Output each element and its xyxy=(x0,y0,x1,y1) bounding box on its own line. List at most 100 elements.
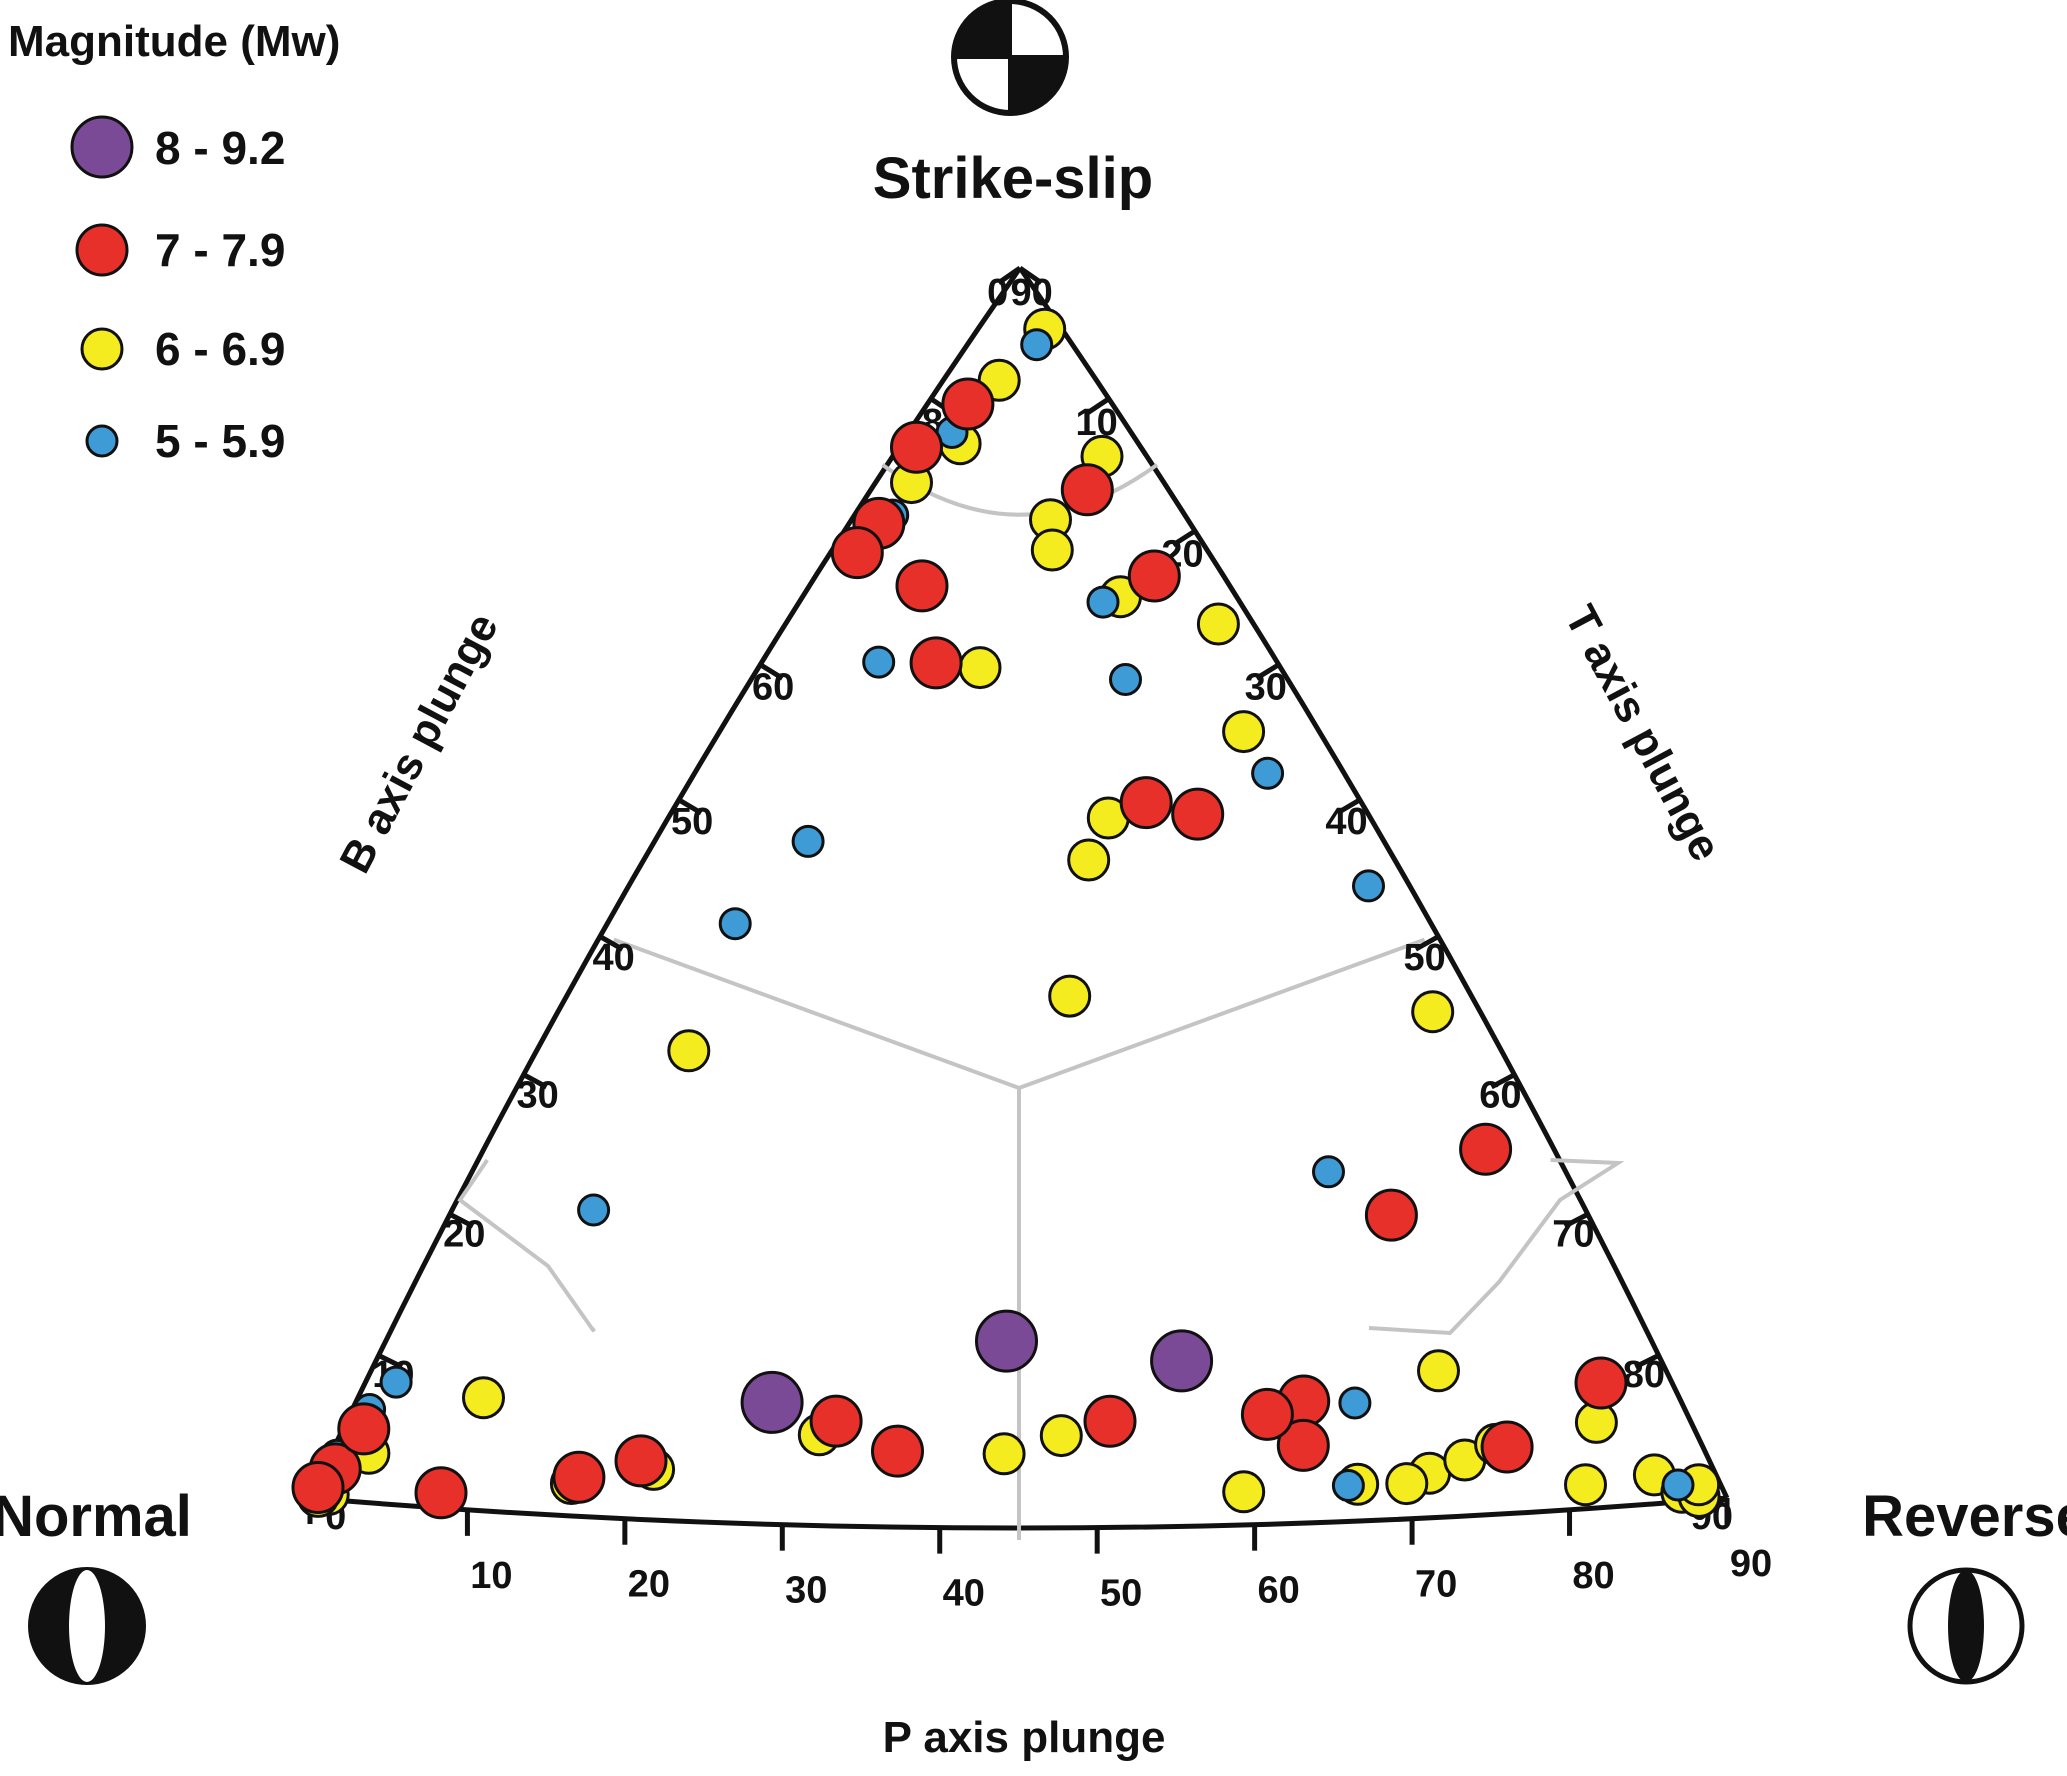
data-point xyxy=(871,1424,924,1478)
legend-label: 8 - 9.2 xyxy=(155,122,285,174)
data-point xyxy=(982,1432,1026,1476)
data-point xyxy=(1352,869,1385,903)
data-point xyxy=(1331,1469,1365,1502)
corner-title-right: Reverse xyxy=(1862,1484,2067,1549)
legend-entry: 5 - 5.9 xyxy=(85,415,285,467)
t-axis-tick xyxy=(1490,1072,1516,1090)
data-point xyxy=(791,824,825,858)
corner-title-top: Strike-slip xyxy=(873,146,1153,211)
b-axis-tick xyxy=(522,1072,548,1090)
data-point xyxy=(577,1193,611,1227)
data-point xyxy=(1222,1470,1266,1514)
data-point xyxy=(890,420,943,474)
t-axis-tick xyxy=(1336,797,1362,816)
data-point xyxy=(1048,974,1092,1018)
data-point xyxy=(909,636,963,690)
data-point xyxy=(1417,1349,1460,1393)
data-point xyxy=(1030,528,1074,572)
b-axis-tick xyxy=(1018,265,1043,285)
b-axis-tick-label: 60 xyxy=(752,667,794,709)
p-axis-tick-label: 50 xyxy=(1100,1573,1142,1615)
t-axis-tick xyxy=(1255,662,1281,681)
data-point xyxy=(1222,710,1266,754)
p-axis-tick-label: 80 xyxy=(1572,1555,1614,1597)
t-axis-tick-label: 60 xyxy=(1479,1075,1521,1117)
data-point xyxy=(1459,1122,1513,1176)
t-axis-tick-label: 70 xyxy=(1552,1214,1594,1256)
p-axis-tick-label: 90 xyxy=(1730,1543,1772,1585)
data-point xyxy=(1338,1386,1372,1420)
legend-label: 5 - 5.9 xyxy=(155,415,285,467)
data-point xyxy=(958,646,1002,690)
data-points xyxy=(291,307,1721,1520)
data-point xyxy=(975,1309,1038,1373)
t-axis-tick-label: 50 xyxy=(1404,937,1446,979)
corner-title-left: Normal xyxy=(0,1484,192,1549)
data-point xyxy=(667,1029,711,1073)
b-axis-tick xyxy=(377,1353,404,1370)
p-axis-tick-label: 30 xyxy=(785,1570,827,1612)
p-axis-tick-label: 20 xyxy=(628,1564,670,1606)
legend-label: 7 - 7.9 xyxy=(155,224,285,276)
data-point xyxy=(1251,756,1285,790)
b-axis-tick xyxy=(448,1212,475,1229)
data-point xyxy=(414,1466,468,1520)
data-point xyxy=(291,1461,345,1514)
data-point xyxy=(1119,776,1173,830)
data-point xyxy=(1564,1463,1607,1507)
p-axis-tick-label: 60 xyxy=(1257,1570,1299,1612)
data-point xyxy=(830,526,884,580)
t-axis-tick xyxy=(1563,1212,1589,1229)
data-point xyxy=(552,1450,606,1504)
data-point xyxy=(1312,1155,1345,1189)
normal-field xyxy=(457,1158,596,1333)
data-point xyxy=(462,1376,505,1420)
t-axis-tick-label: 30 xyxy=(1245,667,1287,709)
b-axis-tick xyxy=(598,934,624,952)
data-point xyxy=(337,1402,391,1456)
t-axis-tick xyxy=(1414,934,1440,952)
data-point xyxy=(1661,1468,1695,1502)
data-point xyxy=(1109,663,1142,696)
data-point xyxy=(1480,1420,1534,1474)
legend-label: 6 - 6.9 xyxy=(155,323,285,375)
t-axis-tick-label: 80 xyxy=(1623,1354,1665,1396)
data-point xyxy=(740,1370,804,1434)
data-point xyxy=(862,645,896,679)
data-point xyxy=(1039,1414,1083,1458)
data-point xyxy=(1411,990,1455,1034)
reverse-beachball-icon xyxy=(1907,1567,2025,1685)
t-axis-tick xyxy=(1634,1353,1660,1370)
p-axis-tick-label: 10 xyxy=(470,1555,512,1597)
data-point xyxy=(379,1365,413,1399)
data-point xyxy=(614,1434,668,1488)
legend-marker-6-6 xyxy=(80,327,124,371)
boundary-b xyxy=(613,937,1020,1090)
normal-beachball-icon xyxy=(28,1567,146,1685)
b-axis-tick-label: 40 xyxy=(592,937,634,979)
data-point xyxy=(1385,1462,1429,1506)
data-point xyxy=(1364,1188,1418,1242)
t-axis-tick xyxy=(1085,396,1111,416)
t-axis-edge xyxy=(1017,266,1730,1500)
data-point xyxy=(1196,602,1240,646)
t-axis-tick xyxy=(997,265,1022,285)
t-axis-tick-label: 40 xyxy=(1325,801,1367,843)
p-axis-title: P axis plunge xyxy=(883,1713,1166,1762)
boundary-t xyxy=(1018,937,1426,1090)
b-axis-tick xyxy=(677,797,703,816)
legend-marker-5-5 xyxy=(85,424,119,458)
legend-title: Magnitude (Mw) xyxy=(8,17,340,66)
data-point xyxy=(1150,1329,1214,1393)
data-point xyxy=(1060,463,1114,517)
p-axis-tick-label: 40 xyxy=(943,1573,985,1615)
t-axis-tick-label: 0 xyxy=(987,272,1008,314)
b-axis-tick-label: 20 xyxy=(443,1214,485,1256)
legend-marker-7-7 xyxy=(75,223,129,277)
reverse-field xyxy=(1368,1158,1625,1336)
legend-entry: 8 - 9.2 xyxy=(70,115,285,179)
data-point xyxy=(1171,787,1225,841)
t-axis-title: T axis plunge xyxy=(1555,598,1730,869)
data-point xyxy=(1086,585,1120,619)
